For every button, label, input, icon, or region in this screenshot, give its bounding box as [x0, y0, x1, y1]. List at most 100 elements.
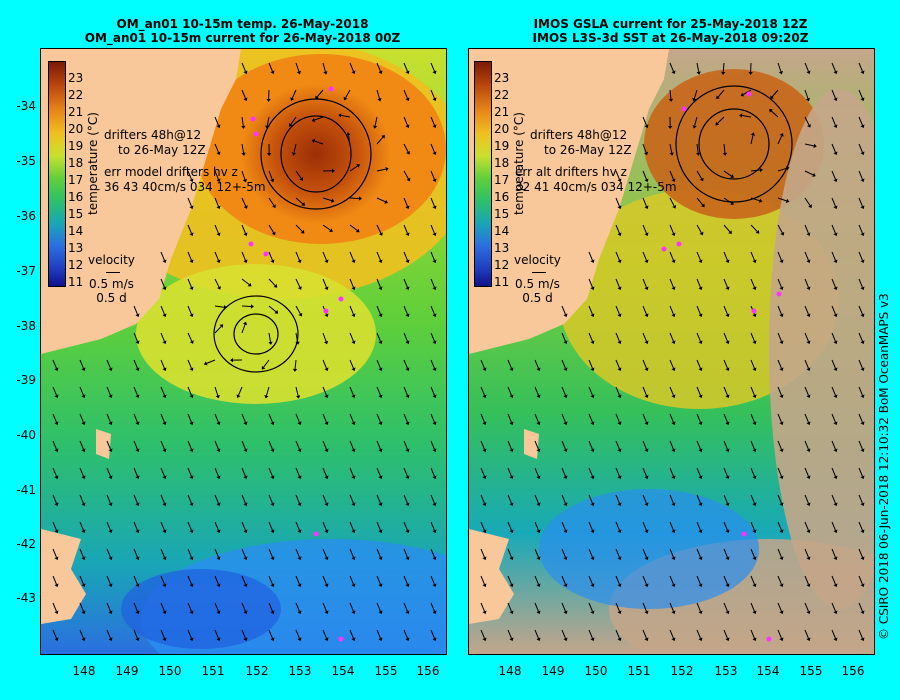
current-vector-head	[806, 367, 811, 372]
current-vector	[214, 548, 219, 558]
current-vector-head	[351, 556, 356, 561]
current-vector-head	[270, 421, 275, 426]
current-vector-head	[216, 637, 221, 642]
left-colorbar-title: temperature (°C)	[86, 112, 100, 215]
current-vector	[376, 278, 381, 288]
current-vector	[831, 467, 836, 477]
current-vector-head	[644, 610, 649, 615]
current-vector-head	[563, 475, 568, 480]
current-vector-head	[722, 152, 728, 156]
current-vector-head	[432, 556, 437, 561]
current-vector	[588, 494, 593, 504]
current-vector-head	[806, 448, 811, 453]
current-vector	[588, 440, 593, 450]
current-vector-head	[270, 610, 275, 615]
current-vector-head	[54, 421, 59, 426]
current-vector	[241, 251, 246, 261]
current-vector-head	[699, 177, 704, 182]
current-vector-head	[509, 502, 514, 507]
current-vector	[187, 494, 192, 504]
current-vector-head	[563, 502, 568, 507]
current-vector	[291, 89, 297, 99]
right-south-blue	[539, 489, 759, 609]
left-cb-tick-13: 13	[68, 241, 84, 255]
right-error-stats: err alt drifters hv z 32 41 40cm/s 034 1…	[515, 165, 677, 195]
right-cb-tick-23: 23	[494, 71, 510, 85]
left-drifter-legend: drifters 48h@12 to 26-May 12Z	[104, 128, 206, 158]
current-vector	[187, 332, 193, 342]
current-vector-head	[346, 132, 351, 136]
current-vector	[777, 548, 782, 558]
current-vector	[214, 440, 219, 450]
current-vector-head	[590, 340, 595, 345]
current-vector-head	[509, 421, 514, 426]
current-vector	[349, 251, 354, 261]
current-vector-head	[162, 259, 167, 264]
current-vector-head	[432, 313, 437, 318]
current-vector-head	[108, 556, 113, 561]
current-vector	[642, 602, 647, 612]
current-vector-head	[405, 232, 410, 237]
current-vector	[52, 575, 57, 585]
current-vector	[52, 521, 57, 531]
current-vector	[804, 89, 809, 99]
current-vector	[480, 494, 485, 504]
current-vector-head	[405, 502, 410, 507]
current-vector-head	[432, 340, 437, 345]
current-vector-head	[644, 502, 649, 507]
current-vector-head	[752, 394, 757, 399]
current-vector	[642, 359, 647, 369]
current-vector-head	[135, 583, 140, 588]
current-vector-head	[482, 394, 487, 399]
left-cb-tick-12: 12	[68, 258, 84, 272]
current-vector	[777, 629, 782, 639]
current-vector-head	[509, 610, 514, 615]
current-vector	[268, 197, 275, 206]
current-vector-head	[241, 125, 246, 129]
current-vector-head	[812, 172, 816, 177]
current-vector	[723, 440, 728, 450]
current-vector-head	[806, 394, 811, 399]
current-vector-head	[54, 502, 59, 507]
current-vector	[750, 602, 755, 612]
current-vector-head	[806, 70, 811, 75]
current-vector	[588, 575, 593, 585]
current-vector	[349, 602, 354, 612]
current-vector-head	[432, 475, 437, 480]
current-vector	[669, 629, 674, 639]
current-vector-head	[536, 529, 541, 534]
right-drifter-legend-line2: to 26-May 12Z	[544, 143, 632, 157]
current-vector	[79, 494, 84, 504]
current-vector	[403, 224, 408, 234]
current-vector-head	[54, 394, 59, 399]
current-vector-head	[351, 637, 356, 642]
current-vector	[214, 629, 219, 639]
left-cb-tick-22: 22	[68, 88, 84, 102]
current-vector-head	[590, 313, 595, 318]
current-vector	[430, 494, 435, 504]
current-vector	[615, 494, 620, 504]
current-vector-head	[189, 394, 194, 399]
current-vector-head	[701, 203, 705, 208]
current-vector	[723, 467, 728, 477]
current-vector-head	[108, 448, 113, 453]
current-vector-head	[695, 152, 701, 156]
current-vector-head	[432, 124, 437, 129]
current-vector-head	[216, 259, 221, 264]
current-vector-head	[860, 556, 865, 561]
current-vector-head	[779, 637, 784, 642]
current-vector	[507, 521, 512, 531]
current-vector	[669, 386, 674, 396]
current-vector-head	[617, 448, 622, 453]
current-vector-head	[270, 475, 275, 480]
current-vector	[858, 116, 863, 126]
right-cb-tick-18: 18	[494, 156, 510, 170]
right-colorbar	[474, 61, 492, 287]
current-vector-head	[81, 556, 86, 561]
current-vector-head	[162, 556, 167, 561]
current-vector-head	[216, 232, 221, 237]
current-vector	[858, 467, 863, 477]
current-vector-head	[617, 421, 622, 426]
current-vector	[723, 386, 728, 396]
current-vector-head	[406, 177, 411, 182]
